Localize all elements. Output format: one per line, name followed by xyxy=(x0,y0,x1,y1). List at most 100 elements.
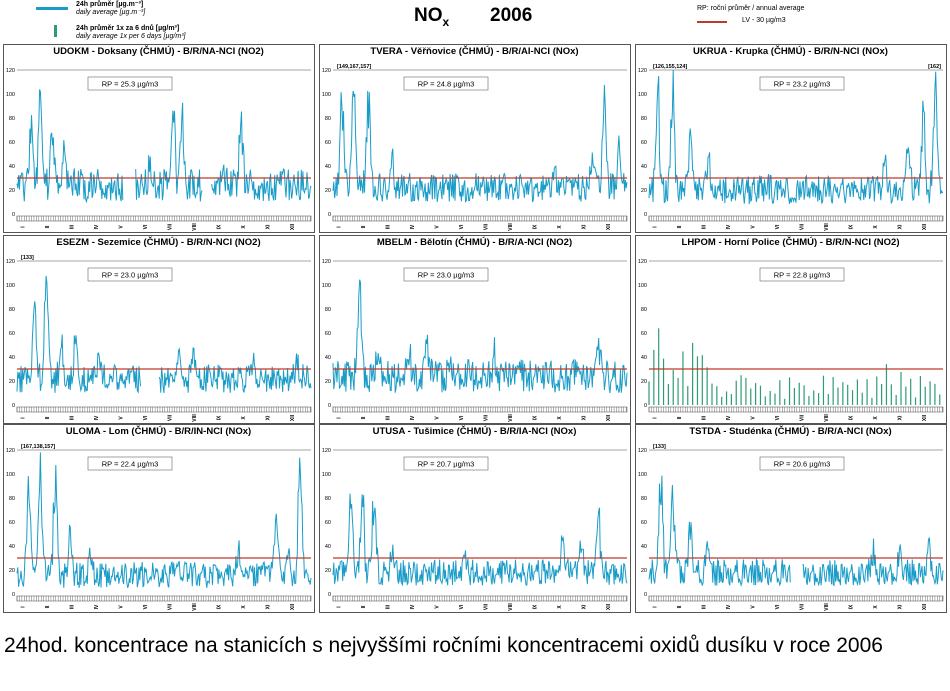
x-tick-label: VIII xyxy=(192,223,198,231)
x-tick-label: VI xyxy=(143,224,149,229)
y-tick-label: 20 xyxy=(325,568,331,574)
y-tick-label: 120 xyxy=(6,259,15,265)
x-tick-label: IX xyxy=(532,604,538,609)
x-tick-label: VIII xyxy=(192,603,198,611)
x-tick-label: V xyxy=(118,605,124,609)
x-tick-label: VII xyxy=(167,223,173,230)
x-tick-label: VII xyxy=(483,223,489,230)
x-tick-label: IV xyxy=(410,415,416,420)
y-tick-label: 100 xyxy=(6,283,15,289)
x-tick-label: X xyxy=(241,416,247,420)
y-tick-label: 40 xyxy=(9,544,15,550)
x-tick-label: XII xyxy=(290,603,296,610)
panel-title: ESEZM - Sezemice (ČHMÚ) - B/R/N-NCI (NO2… xyxy=(56,236,260,248)
legend-sparse-label-en: daily average 1x per 6 days [µg/m³] xyxy=(76,33,186,40)
x-tick-label: V xyxy=(118,416,124,420)
x-tick-label: I xyxy=(336,417,342,419)
legend-series-label: 24h průměr [µg.m⁻³] xyxy=(76,1,144,8)
x-tick-label: VII xyxy=(167,603,173,610)
x-tick-label: V xyxy=(750,225,756,229)
y-tick-label: 0 xyxy=(12,592,15,598)
x-tick-label: X xyxy=(241,225,247,229)
clipped-values-label-right: [162] xyxy=(928,64,941,70)
y-tick-label: 60 xyxy=(325,520,331,526)
x-tick-label: VII xyxy=(799,603,805,610)
x-tick-label: I xyxy=(336,606,342,608)
x-tick-label: XII xyxy=(606,603,612,610)
lv-legend-swatch xyxy=(697,21,727,23)
x-tick-label: VI xyxy=(775,415,781,420)
y-tick-label: 80 xyxy=(9,307,15,313)
legend-sparse-swatch xyxy=(54,25,57,37)
x-tick-label: VI xyxy=(143,604,149,609)
x-tick-label: III xyxy=(69,415,75,420)
x-tick-label: IV xyxy=(726,604,732,609)
panel-title: UKRUA - Krupka (ČHMÚ) - B/R/N-NCI (NOx) xyxy=(693,45,888,57)
clipped-values-label: [149,167,157] xyxy=(337,64,371,70)
y-tick-label: 120 xyxy=(638,68,647,74)
y-tick-label: 60 xyxy=(325,140,331,146)
y-tick-label: 60 xyxy=(9,520,15,526)
x-axis-band xyxy=(332,406,628,413)
y-tick-label: 40 xyxy=(9,355,15,361)
x-tick-label: III xyxy=(69,604,75,609)
x-tick-label: VIII xyxy=(508,603,514,611)
annual-average-box xyxy=(759,267,845,282)
annual-average-label: RP = 22.4 µg/m3 xyxy=(102,460,159,469)
y-tick-label: 100 xyxy=(638,283,647,289)
clipped-values-label: [133] xyxy=(21,255,34,261)
panel-title: ULOMA - Lom (ČHMÚ) - B/R/IN-NCI (NOx) xyxy=(66,425,251,437)
y-tick-label: 20 xyxy=(325,379,331,385)
y-tick-label: 80 xyxy=(9,496,15,502)
x-tick-label: V xyxy=(434,416,440,420)
y-tick-label: 0 xyxy=(328,212,331,218)
figure-year: 2006 xyxy=(490,5,533,26)
x-tick-label: VII xyxy=(799,414,805,421)
x-axis-band xyxy=(16,595,312,602)
x-axis-band xyxy=(648,406,944,413)
annual-average-label: RP = 22.8 µg/m3 xyxy=(774,271,831,280)
x-tick-label: XII xyxy=(606,414,612,421)
x-tick-label: IX xyxy=(532,224,538,229)
clipped-values-label: [126,155,124] xyxy=(653,64,687,70)
x-tick-label: IV xyxy=(726,415,732,420)
x-tick-label: III xyxy=(701,604,707,609)
x-axis-band xyxy=(16,215,312,222)
y-tick-label: 20 xyxy=(9,379,15,385)
chart-panel: MBELM - Bělotín (ČHMÚ) - B/R/A-NCI (NO2)… xyxy=(319,235,631,424)
panel-frame xyxy=(319,424,631,613)
y-tick-label: 100 xyxy=(638,92,647,98)
panel-frame xyxy=(3,235,315,424)
x-tick-label: XI xyxy=(897,224,903,229)
y-tick-label: 0 xyxy=(644,403,647,409)
x-tick-label: II xyxy=(45,416,51,419)
x-tick-label: XI xyxy=(581,415,587,420)
x-tick-label: IX xyxy=(216,224,222,229)
x-tick-label: XI xyxy=(897,415,903,420)
x-tick-label: I xyxy=(652,417,658,419)
y-tick-label: 80 xyxy=(9,116,15,122)
panel-frame xyxy=(319,44,631,233)
y-tick-label: 100 xyxy=(638,472,647,478)
lv-legend-text: LV - 30 µg/m3 xyxy=(742,17,786,24)
x-tick-label: IX xyxy=(848,604,854,609)
annual-average-box xyxy=(403,76,489,91)
x-tick-label: IX xyxy=(216,415,222,420)
x-tick-label: X xyxy=(873,225,879,229)
annual-average-box xyxy=(87,267,173,282)
x-axis-band xyxy=(16,406,312,413)
x-tick-label: XI xyxy=(265,415,271,420)
x-tick-label: XII xyxy=(290,223,296,230)
annual-average-box xyxy=(403,456,489,471)
figure-title-sub: x xyxy=(442,14,450,29)
y-tick-label: 120 xyxy=(6,68,15,74)
y-tick-label: 120 xyxy=(322,68,331,74)
panel-title: LHPOM - Horní Police (ČHMÚ) - B/R/N-NCI … xyxy=(682,236,900,248)
y-tick-label: 120 xyxy=(6,448,15,454)
panel-frame xyxy=(635,235,947,424)
panel-frame xyxy=(319,235,631,424)
panel-title: TVERA - Věřňovice (ČHMÚ) - B/R/AI-NCI (N… xyxy=(370,45,578,57)
x-tick-label: X xyxy=(557,225,563,229)
x-tick-label: VI xyxy=(775,224,781,229)
x-tick-label: VIII xyxy=(192,414,198,422)
